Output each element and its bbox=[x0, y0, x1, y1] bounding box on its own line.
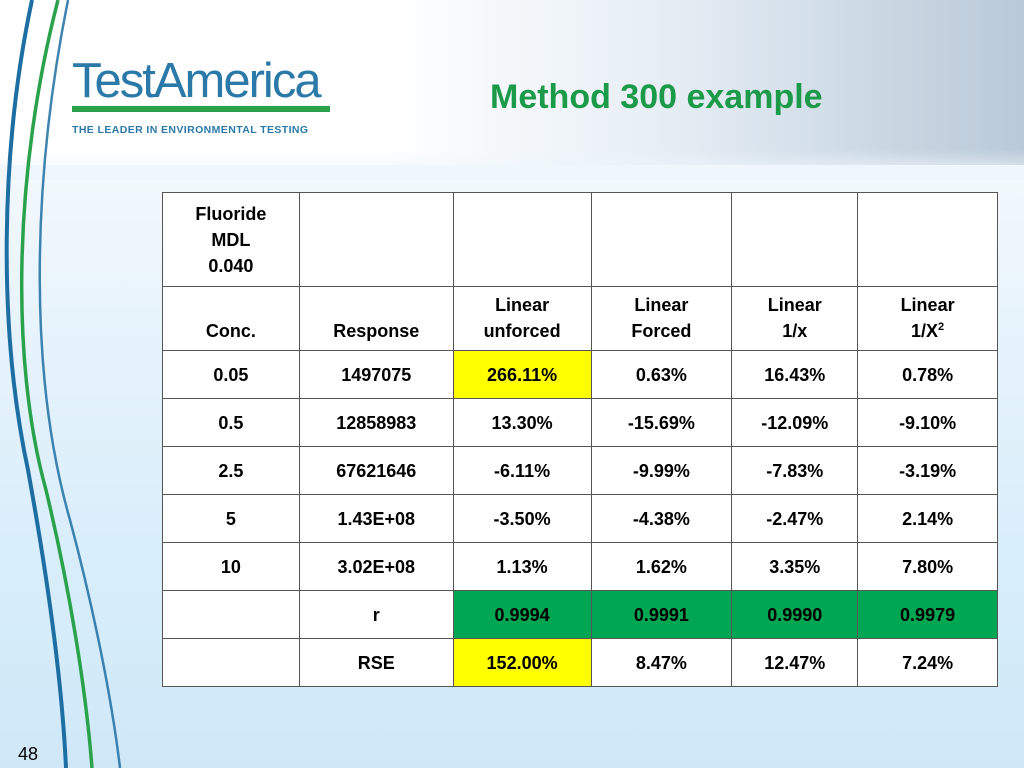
r-value-linear-1x: 0.9990 bbox=[731, 590, 859, 639]
table-cell: 12858983 bbox=[298, 398, 454, 447]
table-cell bbox=[298, 192, 454, 287]
results-table: Fluoride MDL 0.040 Conc. Response Linear… bbox=[162, 192, 998, 687]
r-value-linear-forced: 0.9991 bbox=[590, 590, 733, 639]
header-mdl-value: 0.040 bbox=[208, 255, 254, 276]
table-header-row-2: Conc. Response Linear unforced Linear Fo… bbox=[162, 286, 998, 351]
header-fade bbox=[0, 150, 1024, 180]
table-cell: 0.78% bbox=[857, 350, 998, 399]
rse-row: RSE 152.00% 8.47% 12.47% 7.24% bbox=[162, 638, 998, 687]
table-cell: 5 bbox=[162, 494, 300, 543]
testamerica-logo: TestAmerica THE LEADER IN ENVIRONMENTAL … bbox=[72, 56, 337, 136]
table-cell-highlighted: 266.11% bbox=[452, 350, 592, 399]
r-value-linear-1x2: 0.9979 bbox=[857, 590, 998, 639]
table-cell: -7.83% bbox=[731, 446, 859, 495]
header-linear-forced: Linear Forced bbox=[590, 286, 733, 351]
table-cell bbox=[452, 192, 592, 287]
table-cell: -9.10% bbox=[857, 398, 998, 447]
logo-wordmark: TestAmerica bbox=[72, 54, 322, 108]
table-cell: 1.13% bbox=[452, 542, 592, 591]
table-cell: 0.5 bbox=[162, 398, 300, 447]
logo-underline bbox=[72, 106, 330, 112]
table-cell: -9.99% bbox=[590, 446, 733, 495]
rse-label: RSE bbox=[298, 638, 454, 687]
table-cell: 0.05 bbox=[162, 350, 300, 399]
table-cell: -15.69% bbox=[590, 398, 733, 447]
r-value-linear-unforced: 0.9994 bbox=[452, 590, 592, 639]
table-cell: 3.35% bbox=[731, 542, 859, 591]
table-cell: 1497075 bbox=[298, 350, 454, 399]
header-text: 1/X2 bbox=[862, 318, 993, 344]
table-cell: 7.80% bbox=[857, 542, 998, 591]
header-band bbox=[0, 0, 1024, 165]
rse-value-linear-forced: 8.47% bbox=[590, 638, 733, 687]
table-cell: 2.5 bbox=[162, 446, 300, 495]
slide-title: Method 300 example bbox=[490, 78, 823, 116]
header-text: Linear bbox=[634, 295, 689, 315]
table-cell: -6.11% bbox=[452, 446, 592, 495]
header-linear-1x2: Linear 1/X2 bbox=[857, 286, 998, 351]
header-text: 1/x bbox=[782, 321, 808, 341]
header-text: Linear bbox=[767, 295, 822, 315]
decorative-swoosh bbox=[4, 0, 122, 768]
table-cell: -2.47% bbox=[731, 494, 859, 543]
header-text: Forced bbox=[631, 321, 692, 341]
header-text: Linear bbox=[495, 295, 550, 315]
table-cell: 67621646 bbox=[298, 446, 454, 495]
table-cell bbox=[731, 192, 859, 287]
table-row: 0.5 12858983 13.30% -15.69% -12.09% -9.1… bbox=[162, 398, 998, 447]
rse-value-linear-unforced: 152.00% bbox=[452, 638, 592, 687]
table-cell: -4.38% bbox=[590, 494, 733, 543]
table-header-row-1: Fluoride MDL 0.040 bbox=[162, 192, 998, 287]
table-cell: 16.43% bbox=[731, 350, 859, 399]
r-label: r bbox=[298, 590, 454, 639]
header-text-base: 1/X bbox=[911, 321, 939, 341]
header-linear-unforced: Linear unforced bbox=[452, 286, 592, 351]
table-cell: -3.50% bbox=[452, 494, 592, 543]
header-response: Response bbox=[298, 286, 454, 351]
table-cell: -3.19% bbox=[857, 446, 998, 495]
table-cell: 13.30% bbox=[452, 398, 592, 447]
table-cell: 1.62% bbox=[590, 542, 733, 591]
header-conc: Conc. bbox=[162, 286, 300, 351]
header-mdl: MDL bbox=[211, 229, 251, 250]
table-cell bbox=[857, 192, 998, 287]
table-row: 2.5 67621646 -6.11% -9.99% -7.83% -3.19% bbox=[162, 446, 998, 495]
r-row: r 0.9994 0.9991 0.9990 0.9979 bbox=[162, 590, 998, 639]
table-cell bbox=[162, 590, 300, 639]
header-fluoride: Fluoride bbox=[195, 203, 267, 224]
rse-value-linear-1x: 12.47% bbox=[731, 638, 859, 687]
table-cell bbox=[162, 638, 300, 687]
table-row: 5 1.43E+08 -3.50% -4.38% -2.47% 2.14% bbox=[162, 494, 998, 543]
page-number: 48 bbox=[18, 744, 39, 764]
header-linear-1x: Linear 1/x bbox=[731, 286, 859, 351]
table-cell: 2.14% bbox=[857, 494, 998, 543]
table-cell bbox=[590, 192, 733, 287]
header-text: unforced bbox=[483, 321, 561, 341]
table-row: 0.05 1497075 266.11% 0.63% 16.43% 0.78% bbox=[162, 350, 998, 399]
table-cell: 10 bbox=[162, 542, 300, 591]
table-cell: 1.43E+08 bbox=[298, 494, 454, 543]
logo-tagline: THE LEADER IN ENVIRONMENTAL TESTING bbox=[72, 124, 309, 136]
rse-value-linear-1x2: 7.24% bbox=[857, 638, 998, 687]
fluoride-mdl-header: Fluoride MDL 0.040 bbox=[162, 192, 300, 287]
table-cell: 3.02E+08 bbox=[298, 542, 454, 591]
table-cell: -12.09% bbox=[731, 398, 859, 447]
header-superscript: 2 bbox=[938, 321, 945, 333]
header-text: Linear bbox=[900, 295, 955, 315]
table-row: 10 3.02E+08 1.13% 1.62% 3.35% 7.80% bbox=[162, 542, 998, 591]
table-cell: 0.63% bbox=[590, 350, 733, 399]
